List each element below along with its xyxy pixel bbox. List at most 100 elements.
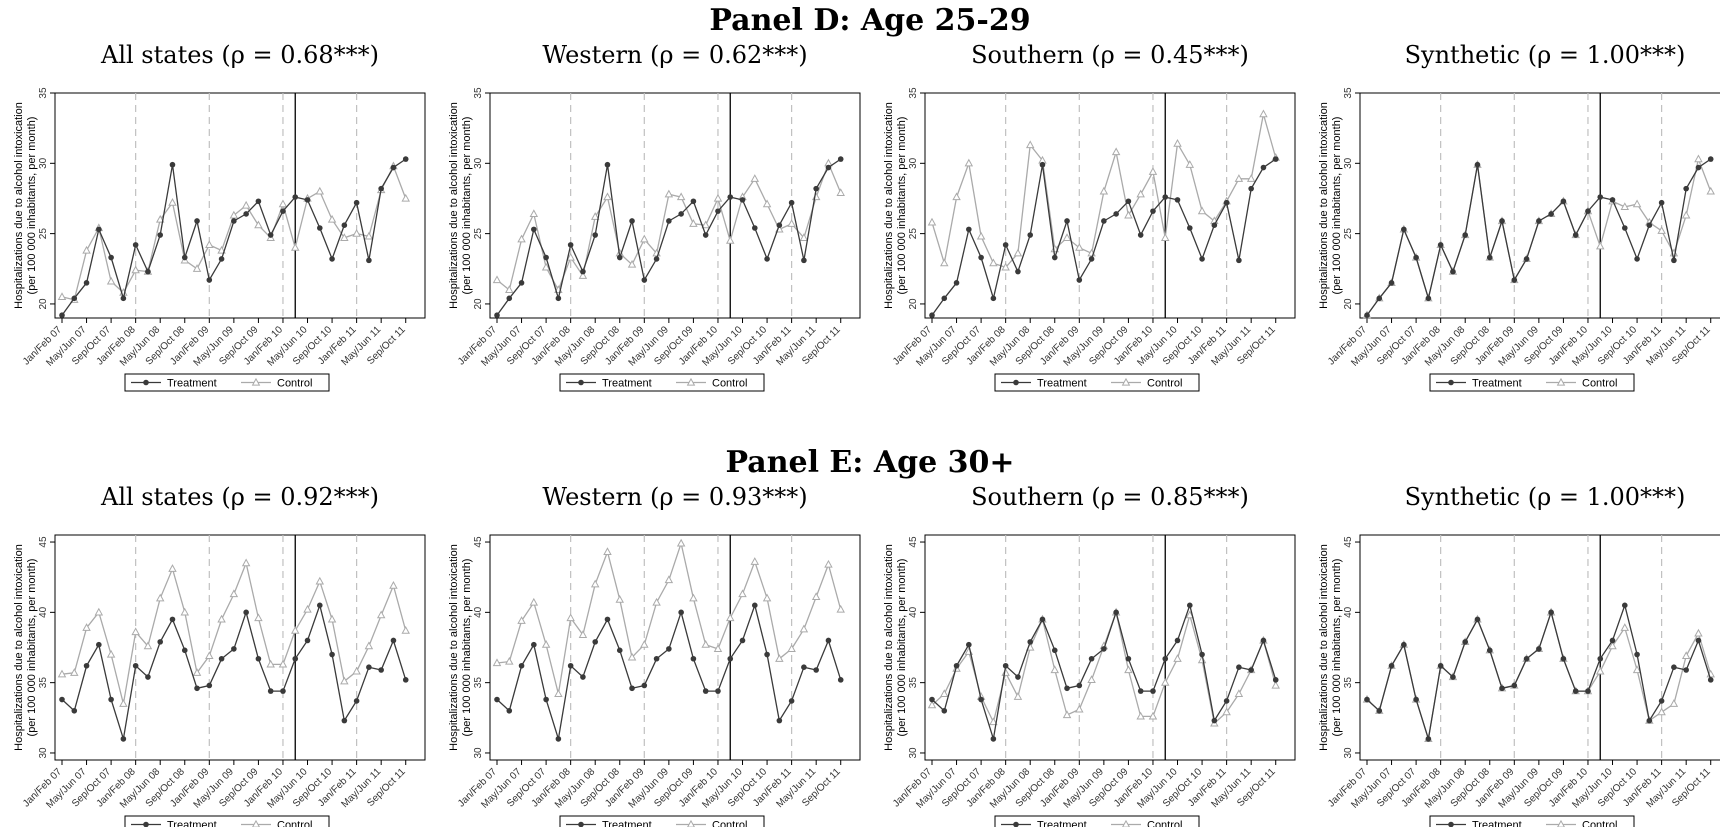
control-point xyxy=(106,649,116,658)
treatment-point xyxy=(506,707,513,714)
legend-control-label: Control xyxy=(712,820,747,827)
treatment-point xyxy=(304,197,311,203)
treatment-point xyxy=(1248,667,1254,673)
y-axis-label: (per 100 000 inhabitants, per month) xyxy=(1331,117,1343,295)
treatment-point xyxy=(1462,232,1469,238)
control-point xyxy=(1246,174,1256,182)
control-point xyxy=(1062,233,1072,241)
treatment-point xyxy=(518,662,525,669)
treatment-point xyxy=(715,688,721,694)
treatment-point xyxy=(181,254,188,261)
panel-title-e: Panel E: Age 30+ xyxy=(726,445,1015,480)
legend-treatment-marker xyxy=(1448,821,1454,827)
control-point xyxy=(1669,699,1679,707)
treatment-point xyxy=(1076,682,1083,689)
control-point xyxy=(1136,711,1145,720)
y-tick-label: 35 xyxy=(473,677,484,689)
control-point xyxy=(590,212,600,220)
treatment-point xyxy=(132,662,139,669)
control-point xyxy=(1657,226,1666,234)
control-point xyxy=(492,275,502,284)
control-point xyxy=(775,654,784,662)
treatment-point xyxy=(120,295,127,302)
treatment-point xyxy=(1450,268,1456,275)
treatment-point xyxy=(764,256,770,262)
control-point xyxy=(70,668,79,676)
treatment-point xyxy=(1150,208,1156,214)
treatment-point xyxy=(1039,161,1046,168)
control-point xyxy=(352,666,361,675)
legend-treatment-label: Treatment xyxy=(1472,820,1522,827)
treatment-point xyxy=(678,609,684,616)
treatment-point xyxy=(194,218,200,224)
treatment-point xyxy=(1560,655,1567,662)
treatment-point xyxy=(1236,257,1242,264)
control-point xyxy=(517,616,526,624)
control-point xyxy=(1013,692,1023,700)
chart-1-0: All states (ρ = 0.92***) 30 35 40 45 Hospital… xyxy=(13,483,426,827)
control-point xyxy=(217,614,226,623)
legend: Treatment Control xyxy=(559,373,765,392)
control-point xyxy=(1001,668,1010,676)
chart-0-0: All states (ρ = 0.68***) 20 25 30 35 Hospital… xyxy=(13,41,426,392)
treatment-point xyxy=(751,225,758,231)
treatment-point xyxy=(1499,685,1505,692)
treatment-point xyxy=(1125,655,1132,662)
treatment-point xyxy=(329,256,335,262)
control-point xyxy=(964,158,974,167)
control-point xyxy=(750,174,760,182)
control-point xyxy=(1160,678,1170,686)
treatment-point xyxy=(1572,232,1579,238)
chart-1-1: Western (ρ = 0.93***) 30 35 40 45 Hospitaliza… xyxy=(448,483,861,827)
y-tick-label: 45 xyxy=(38,536,49,548)
chart-title: Western (ρ = 0.93***) xyxy=(542,483,807,511)
treatment-point xyxy=(641,277,648,283)
y-axis-label: Hospitalizations due to alcohol intoxica… xyxy=(883,102,895,309)
treatment-point xyxy=(1260,164,1267,171)
treatment-point xyxy=(1646,222,1653,228)
treatment-point xyxy=(1462,639,1469,645)
control-point xyxy=(676,538,686,547)
control-point xyxy=(627,259,637,268)
control-point xyxy=(1099,186,1109,195)
control-point xyxy=(1222,707,1231,716)
legend-box xyxy=(124,373,330,392)
treatment-point xyxy=(59,312,65,318)
y-tick-label: 30 xyxy=(1343,747,1354,759)
treatment-point xyxy=(837,156,844,162)
control-point xyxy=(603,547,612,555)
control-point xyxy=(505,285,514,293)
control-point xyxy=(290,625,300,634)
treatment-point xyxy=(641,682,648,689)
treatment-point xyxy=(1585,688,1591,694)
plot-frame xyxy=(489,534,861,761)
treatment-point xyxy=(1076,277,1083,283)
treatment-point xyxy=(776,222,783,228)
treatment-point xyxy=(1388,662,1395,669)
treatment-point xyxy=(990,736,997,742)
treatment-point xyxy=(1597,194,1604,200)
legend: Treatment Control xyxy=(994,815,1200,827)
control-point xyxy=(1681,210,1691,219)
treatment-point xyxy=(727,655,734,662)
treatment-point xyxy=(1450,674,1456,680)
control-point xyxy=(1234,174,1244,182)
control-point xyxy=(364,641,374,650)
treatment-point xyxy=(1511,277,1518,283)
control-line xyxy=(1366,610,1712,740)
y-tick-label: 20 xyxy=(473,298,484,310)
treatment-point xyxy=(231,646,237,652)
control-point xyxy=(836,188,845,196)
y-tick-label: 25 xyxy=(473,228,484,240)
y-axis-label: (per 100 000 inhabitants, per month) xyxy=(1331,559,1343,737)
control-point xyxy=(155,593,165,602)
treatment-point xyxy=(702,232,709,238)
control-point xyxy=(1271,680,1280,689)
treatment-point xyxy=(341,222,348,228)
control-point xyxy=(927,217,937,226)
legend-box xyxy=(559,373,765,392)
treatment-point xyxy=(1523,655,1530,662)
control-point xyxy=(1148,711,1158,720)
control-point xyxy=(229,589,239,598)
treatment-point xyxy=(629,218,635,224)
